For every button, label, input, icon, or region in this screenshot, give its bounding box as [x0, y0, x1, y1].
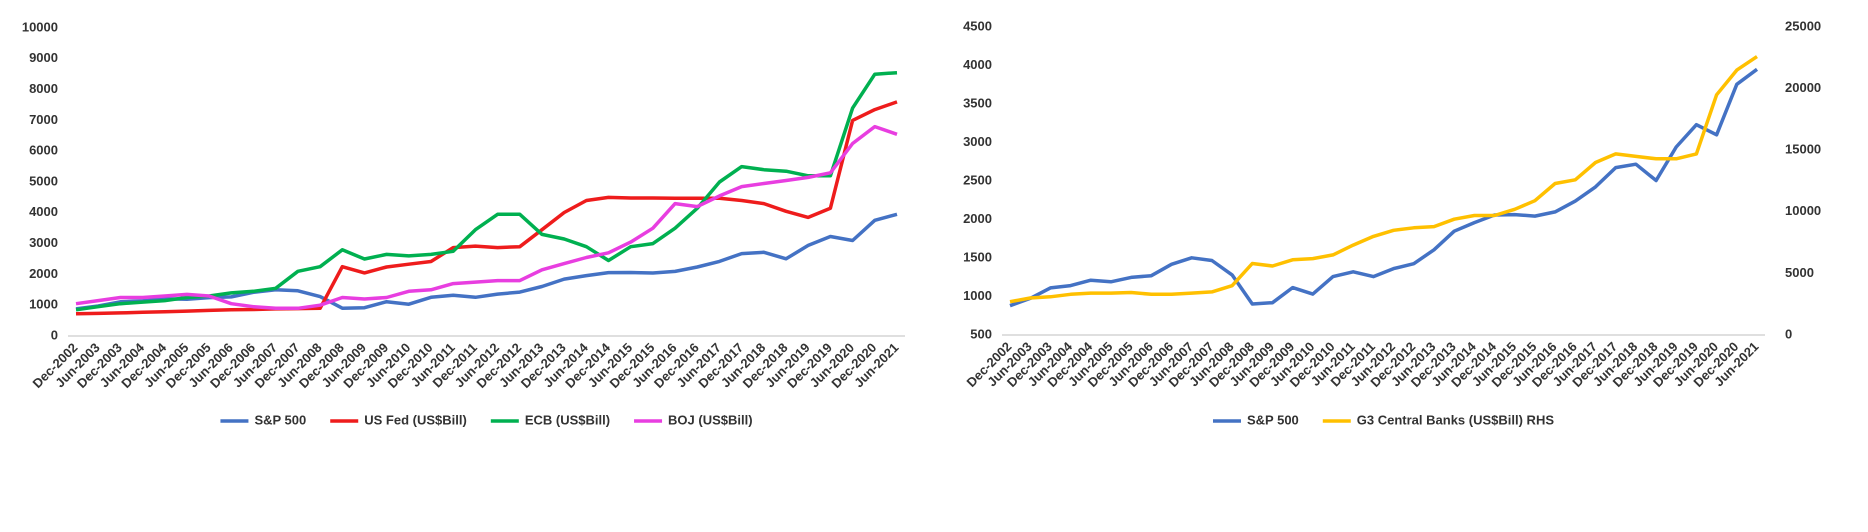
y-tick-label: 2500 [963, 172, 992, 187]
y-tick-label: 4000 [963, 57, 992, 72]
series-line [75, 124, 898, 311]
y-tick-label: 4000 [29, 204, 58, 219]
legend-label: ECB (US$Bill) [525, 412, 610, 427]
y-tick-label: 3000 [29, 235, 58, 250]
y2-tick-label: 20000 [1785, 80, 1821, 95]
y-tick-label: 10000 [22, 19, 58, 34]
y-tick-label: 1000 [963, 288, 992, 303]
y2-tick-label: 0 [1785, 326, 1792, 341]
y-tick-label: 3500 [963, 95, 992, 110]
y-tick-label: 8000 [29, 81, 58, 96]
y-tick-label: 4500 [963, 18, 992, 33]
y-tick-label: 7000 [29, 112, 58, 127]
y-tick-label: 500 [970, 326, 992, 341]
y2-tick-label: 5000 [1785, 265, 1814, 280]
y2-tick-label: 15000 [1785, 142, 1821, 157]
legend-label: G3 Central Banks (US$Bill) RHS [1357, 412, 1555, 427]
y-tick-label: 1500 [963, 249, 992, 264]
y-tick-label: 0 [51, 327, 58, 342]
legend-label: US Fed (US$Bill) [364, 412, 467, 427]
series-line [1009, 67, 1759, 308]
y-tick-label: 1000 [29, 297, 58, 312]
series-line [1009, 55, 1758, 304]
y-tick-label: 3000 [963, 134, 992, 149]
series-line [75, 100, 898, 316]
y-tick-label: 5000 [29, 173, 58, 188]
y2-tick-label: 10000 [1785, 203, 1821, 218]
y-tick-label: 6000 [29, 143, 58, 158]
y-tick-label: 2000 [29, 266, 58, 281]
legend-label: S&P 500 [1247, 412, 1299, 427]
series-line [75, 70, 898, 312]
y-tick-label: 9000 [29, 50, 58, 65]
legend-label: S&P 500 [254, 412, 306, 427]
legend-label: BOJ (US$Bill) [668, 412, 753, 427]
y2-tick-label: 25000 [1785, 18, 1821, 33]
y-tick-label: 2000 [963, 211, 992, 226]
